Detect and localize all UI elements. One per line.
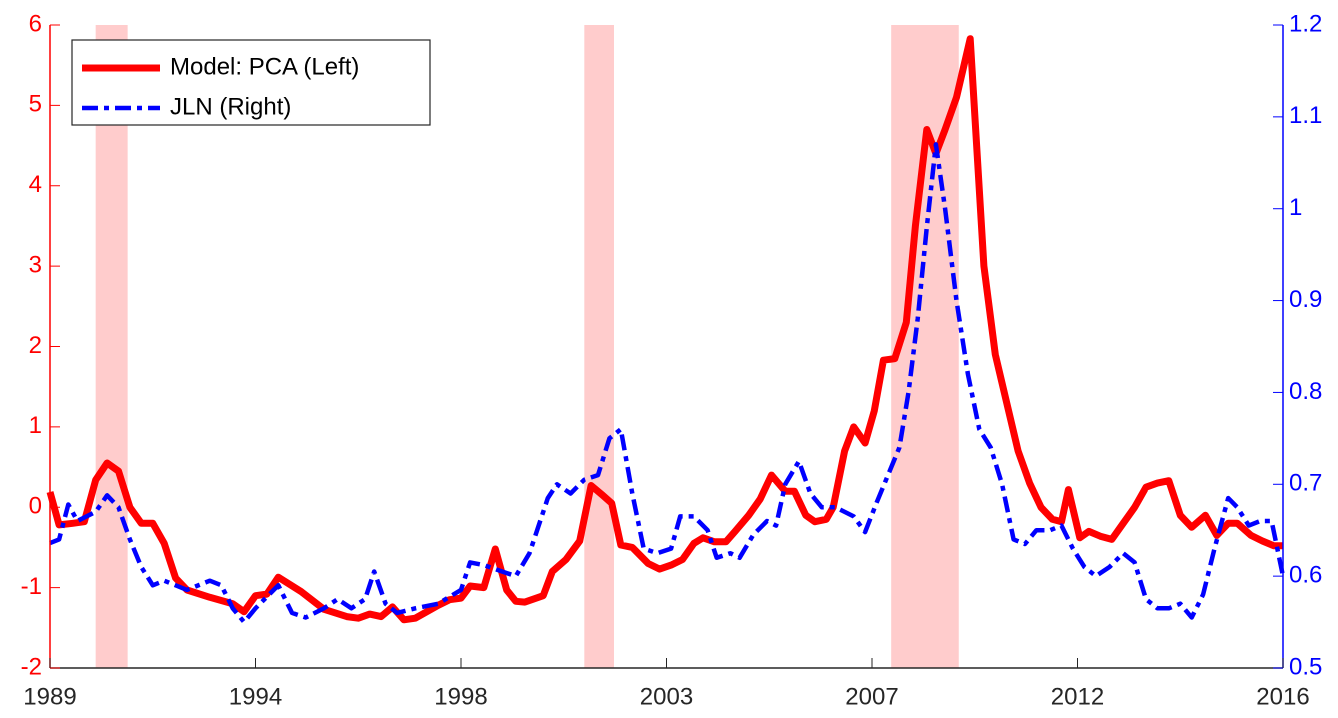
x-tick-label: 2003 [640,683,693,710]
y2-tick-label: 0.5 [1289,653,1322,680]
x-tick-label: 1989 [23,683,76,710]
legend-box [71,39,431,126]
y2-tick-label: 1.2 [1289,10,1322,37]
shaded-region [95,25,128,668]
line-series [46,35,1283,624]
x-tick-label: 2007 [845,683,898,710]
y2-tick-label: 0.9 [1289,286,1322,313]
y-tick-label: 2 [29,332,42,359]
y-tick-label: -2 [21,653,42,680]
x-tick-label: 2012 [1051,683,1104,710]
line-series [49,142,1286,625]
x-tick-label: 1998 [434,683,487,710]
x-tick-label: 2016 [1256,683,1309,710]
y-tick-label: 1 [29,412,42,439]
y-tick-label: 5 [29,91,42,118]
y2-tick-label: 0.7 [1289,470,1322,497]
y-tick-label: 6 [29,10,42,37]
legend: Model: PCA (Left) JLN (Right) [71,39,431,126]
legend-label: JLN (Right) [170,93,291,120]
y-tick-label: 0 [29,493,42,520]
y2-tick-label: 0.6 [1289,561,1322,588]
y2-tick-label: 1.1 [1289,102,1322,129]
y2-tick-label: 1 [1289,194,1302,221]
y-tick-label: -1 [21,573,42,600]
legend-label: Model: PCA (Left) [170,53,359,80]
y2-tick-label: 0.8 [1289,378,1322,405]
y-tick-label: 3 [29,251,42,278]
x-tick-label: 1994 [229,683,282,710]
y-tick-label: 4 [29,171,42,198]
shaded-region [584,25,614,668]
